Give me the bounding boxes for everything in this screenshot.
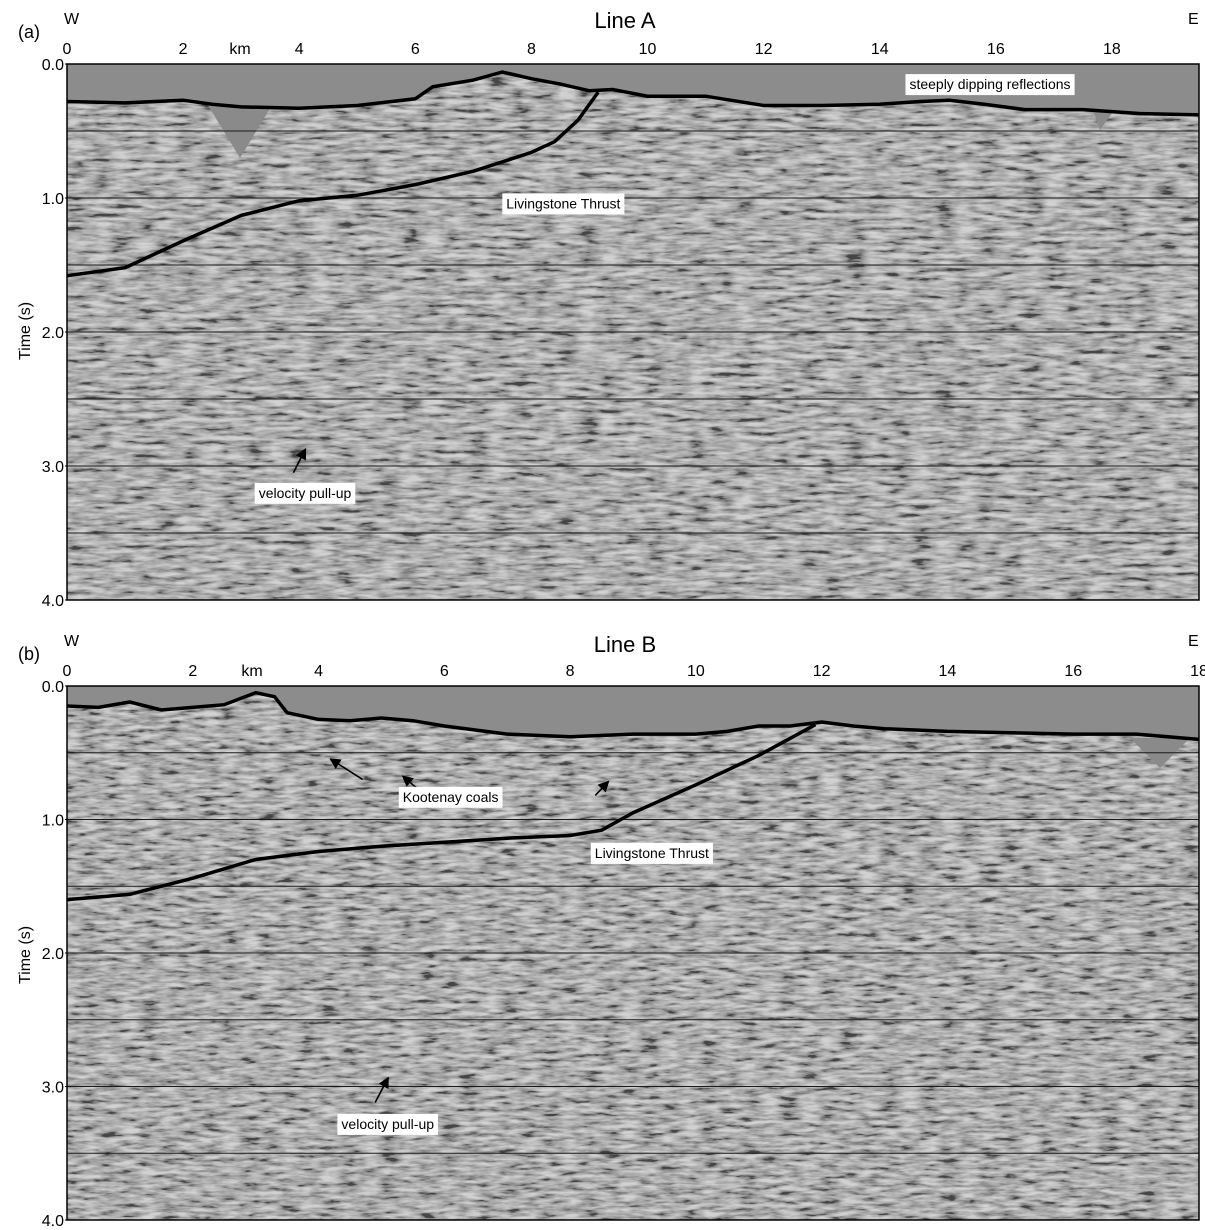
panel-a-west-label: W (64, 11, 80, 28)
panel-a-annotations: steeply dipping reflections Livingstone T… (254, 74, 1075, 504)
panel-a-km-label: km (229, 41, 250, 58)
panel-b-title: Line B (594, 632, 656, 657)
svg-text:Livingstone Thrust: Livingstone Thrust (506, 195, 620, 211)
panel-b-sky-fill (67, 686, 1199, 740)
panel-a-livingstone-thrust (66, 91, 600, 278)
panel-b-km-label: km (241, 663, 262, 680)
panel-b-y-tick-label: 3.0 (42, 1080, 64, 1097)
panel-a-topography-line (66, 70, 1200, 117)
svg-text:velocity pull-up: velocity pull-up (341, 1116, 434, 1132)
panel-b-label: (b) (18, 644, 40, 664)
panel-a-y-tick-label: 2.0 (42, 325, 64, 342)
panel-a-x-ticks: 0 2 4 6 8 10 12 14 16 18 (63, 41, 1121, 58)
panel-b-annotation-label: Livingstone Thrust (590, 842, 713, 864)
panel-a-annotation-arrow (292, 447, 307, 474)
panel-b-y-tick-label: 2.0 (42, 946, 64, 963)
panel-b-livingstone-thrust (66, 723, 817, 902)
panel-b-y-tick-label: 1.0 (42, 813, 64, 830)
panel-a-x-tick-label: 4 (295, 41, 304, 58)
panel-a-y-tick-label: 0.0 (42, 57, 64, 74)
panel-b-annotation-arrow (594, 780, 610, 797)
panel-a-x-tick-label: 0 (63, 41, 72, 58)
panel-b: (b) W E Line B km 0 2 4 6 8 10 12 14 16 18 0.0 1.0… (17, 632, 1205, 1230)
panel-b-x-tick-label: 16 (1064, 663, 1082, 680)
panel-a-east-label: E (1188, 11, 1199, 28)
panel-b-east-label: E (1188, 633, 1199, 650)
panel-a-gridlines (67, 130, 1199, 534)
panel-b-y-tick-label: 0.0 (42, 679, 64, 696)
panel-b-x-tick-label: 8 (566, 663, 575, 680)
panel-b-y-axis-label: Time (s) (17, 926, 34, 984)
panel-a-x-tick-label: 6 (411, 41, 420, 58)
panel-b-west-label: W (64, 633, 80, 650)
panel-a-x-tick-label: 18 (1103, 41, 1121, 58)
panel-a-y-tick-label: 3.0 (42, 459, 64, 476)
svg-text:Livingstone Thrust: Livingstone Thrust (595, 845, 709, 861)
panel-b-annotation-label: velocity pull-up (337, 1113, 438, 1135)
panel-a-y-ticks: 0.0 1.0 2.0 3.0 4.0 (42, 57, 67, 610)
panel-a-annotation-label: Livingstone Thrust (502, 193, 625, 215)
panel-b-annotation-arrow (329, 758, 364, 781)
panel-a-title: Line A (594, 8, 655, 33)
panel-a-x-tick-label: 12 (755, 41, 773, 58)
panel-a-annotation-label: steeply dipping reflections (905, 74, 1075, 96)
panel-a-x-tick-label: 14 (871, 41, 889, 58)
panel-a-y-tick-label: 1.0 (42, 191, 64, 208)
panel-b-x-tick-label: 14 (939, 663, 957, 680)
panel-b-frame (66, 685, 1200, 1221)
panel-b-x-tick-label: 18 (1190, 663, 1205, 680)
panel-a-x-tick-label: 16 (987, 41, 1005, 58)
panel-b-y-ticks: 0.0 1.0 2.0 3.0 4.0 (42, 679, 67, 1230)
panel-a-label: (a) (18, 22, 40, 42)
panel-b-x-tick-label: 12 (813, 663, 831, 680)
panel-a-arrows (292, 447, 307, 474)
svg-text:steeply dipping reflections: steeply dipping reflections (909, 76, 1070, 92)
panel-b-x-tick-label: 4 (314, 663, 323, 680)
panel-a: (a) W E Line A km 0 2 4 6 8 10 12 14 16 18 0.0 1.0… (17, 8, 1200, 610)
panel-a-y-axis-label: Time (s) (17, 302, 34, 360)
panel-b-x-tick-label: 10 (687, 663, 705, 680)
panel-b-x-tick-label: 2 (188, 663, 197, 680)
panel-b-y-tick-label: 4.0 (42, 1213, 64, 1230)
panel-b-annotations: Kootenay coals Livingstone Thrust velocity… (337, 786, 713, 1135)
panel-a-x-tick-label: 2 (179, 41, 188, 58)
panel-a-frame (66, 63, 1200, 601)
panel-b-topography-line (66, 690, 1200, 742)
svg-text:velocity pull-up: velocity pull-up (259, 485, 352, 501)
panel-a-y-tick-label: 4.0 (42, 593, 64, 610)
svg-text:Kootenay coals: Kootenay coals (403, 789, 499, 805)
panel-b-gridlines (67, 752, 1199, 1154)
panel-a-x-tick-label: 10 (639, 41, 657, 58)
panel-b-x-tick-label: 6 (440, 663, 449, 680)
panel-a-x-tick-label: 8 (527, 41, 536, 58)
panel-b-x-tick-label: 0 (63, 663, 72, 680)
panel-b-x-ticks: 0 2 4 6 8 10 12 14 16 18 (63, 663, 1205, 680)
panel-b-annotation-label: Kootenay coals (398, 786, 503, 808)
panel-a-annotation-label: velocity pull-up (254, 482, 356, 504)
panel-b-annotation-arrow (374, 1076, 389, 1103)
